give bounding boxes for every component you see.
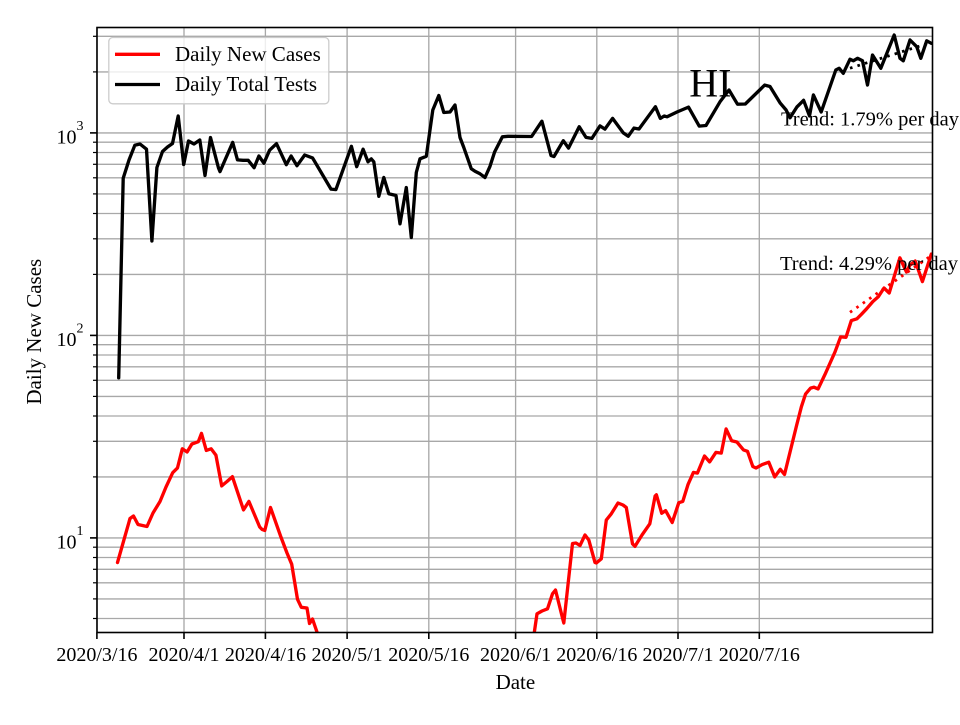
svg-text:2020/5/16: 2020/5/16 [388,644,469,666]
svg-text:Date: Date [496,670,536,694]
svg-text:2: 2 [77,321,84,336]
svg-text:2020/5/1: 2020/5/1 [312,644,383,666]
svg-text:2020/7/1: 2020/7/1 [642,644,713,666]
svg-text:10: 10 [57,127,77,149]
svg-text:2020/6/16: 2020/6/16 [556,644,637,666]
svg-text:10: 10 [57,532,77,554]
svg-text:Daily Total Tests: Daily Total Tests [175,72,317,96]
svg-text:HI: HI [689,61,731,106]
svg-text:10: 10 [57,329,77,351]
svg-text:Daily New Cases: Daily New Cases [22,259,46,405]
svg-text:Daily New Cases: Daily New Cases [175,42,321,66]
svg-text:Trend: 1.79% per day: Trend: 1.79% per day [781,109,960,131]
svg-text:2020/3/16: 2020/3/16 [56,644,137,666]
svg-text:2020/4/16: 2020/4/16 [225,644,306,666]
svg-text:2020/6/1: 2020/6/1 [480,644,551,666]
svg-text:1: 1 [77,524,84,539]
svg-text:2020/7/16: 2020/7/16 [719,644,800,666]
svg-text:3: 3 [77,119,84,134]
svg-text:Trend: 4.29% per day: Trend: 4.29% per day [780,253,959,275]
svg-text:2020/4/1: 2020/4/1 [148,644,219,666]
